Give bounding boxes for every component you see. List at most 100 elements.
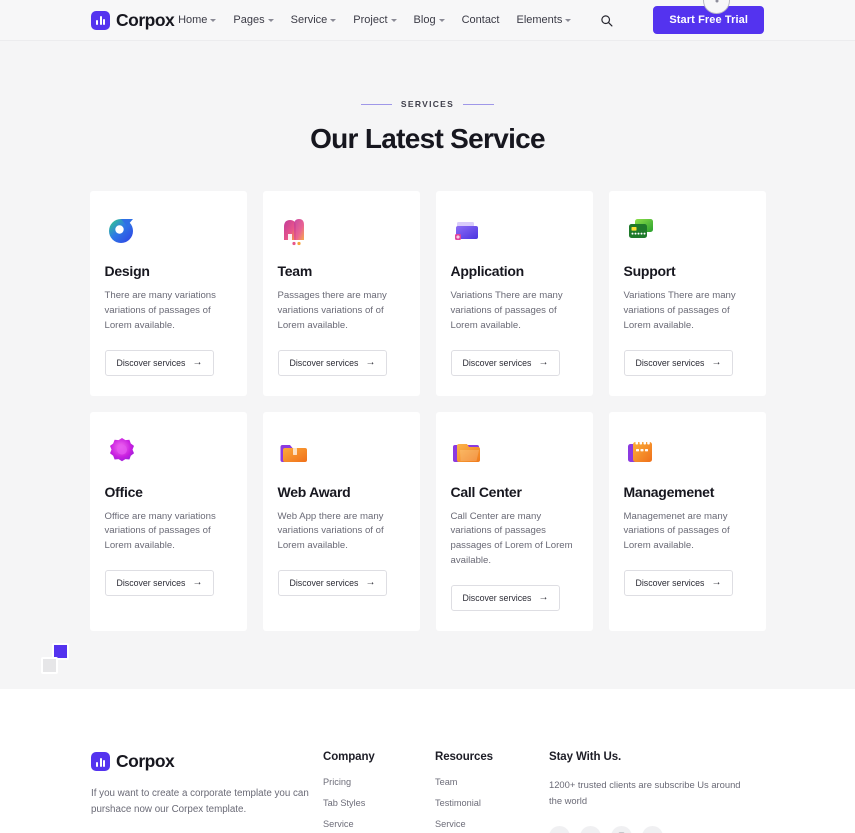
footer-columns: Corpox If you want to create a corporate… [91, 751, 764, 833]
arrow-right-icon: → [192, 356, 203, 368]
discover-services-button[interactable]: Discover services → [450, 349, 561, 376]
footer-brand-column: Corpox If you want to create a corporate… [91, 751, 323, 833]
service-card[interactable]: Application Variations There are many va… [435, 191, 593, 396]
brand-name: Corpox [116, 9, 175, 30]
service-card[interactable]: Call Center Call Center are many variati… [435, 411, 593, 632]
service-card[interactable]: Web Award Web App there are many variati… [262, 411, 420, 632]
service-title: Team [277, 263, 313, 279]
service-card[interactable]: Office Office are many variations variat… [89, 411, 247, 632]
linkedin-icon[interactable] [642, 826, 663, 833]
nav-label: Elements [516, 14, 563, 26]
discover-services-button[interactable]: Discover services → [623, 349, 734, 376]
service-card[interactable]: Design There are many variations variati… [89, 191, 247, 396]
footer-brand-logo[interactable]: Corpox [91, 751, 323, 772]
footer-resources-column: Resources Team Testimonial Service Timel… [435, 751, 549, 833]
section-eyebrow: SERVICES [0, 99, 855, 109]
nav-item-elements[interactable]: Elements [517, 14, 572, 26]
service-text: There are many variations variations of … [104, 290, 216, 331]
arrow-right-icon: → [711, 356, 722, 368]
discover-services-button[interactable]: Discover services → [623, 570, 734, 597]
footer-link-testimonial[interactable]: Testimonial [435, 798, 481, 809]
service-text: Variations There are many variations of … [450, 290, 563, 331]
discover-services-button[interactable]: Discover services → [450, 585, 561, 612]
nav-item-project[interactable]: Project [353, 14, 397, 26]
discover-label: Discover services [635, 357, 705, 368]
arrow-right-icon: → [538, 356, 549, 368]
discover-label: Discover services [289, 578, 359, 589]
discover-label: Discover services [116, 357, 186, 368]
decor-square-purple [52, 643, 69, 661]
site-footer: Corpox If you want to create a corporate… [0, 689, 855, 833]
instagram-icon[interactable] [611, 826, 632, 833]
service-card[interactable]: Support Variations There are many variat… [608, 191, 766, 396]
arrow-right-icon: → [711, 577, 722, 589]
nav-label: Blog [413, 14, 436, 26]
discover-services-button[interactable]: Discover services → [277, 349, 388, 376]
service-title: Managemenet [623, 483, 715, 500]
footer-stay-heading: Stay With Us. [549, 751, 622, 764]
service-card[interactable]: Team Passages there are many variations … [262, 191, 420, 396]
page-title: Our Latest Service [310, 123, 546, 154]
arrow-right-icon: → [365, 356, 376, 368]
nav-label: Pages [233, 14, 265, 26]
footer-link-service[interactable]: Service [435, 819, 466, 830]
services-grid: Design There are many variations variati… [0, 191, 855, 632]
eyebrow-label: SERVICES [400, 99, 455, 109]
hamburger-menu-icon[interactable] [627, 15, 641, 26]
nav-item-blog[interactable]: Blog [414, 14, 445, 26]
chevron-down-icon [210, 19, 217, 22]
team-people-icon [278, 213, 312, 247]
brand-logo[interactable]: Corpox [91, 9, 175, 31]
service-title: Call Center [450, 483, 522, 500]
bar-chart-logo-icon [91, 752, 110, 772]
footer-resources-heading: Resources [435, 751, 493, 764]
eyebrow-rule-left [360, 103, 392, 105]
management-box-icon [624, 434, 658, 468]
discover-label: Discover services [462, 357, 532, 368]
design-swirl-icon [105, 213, 139, 247]
footer-link-pricing[interactable]: Pricing [323, 777, 352, 788]
nav-item-contact[interactable]: Contact [462, 14, 500, 26]
office-gear-icon [105, 434, 139, 468]
discover-services-button[interactable]: Discover services → [277, 570, 388, 597]
chevron-down-icon [330, 19, 337, 22]
service-title: Design [104, 263, 150, 279]
discover-services-button[interactable]: Discover services → [104, 349, 215, 376]
service-text: Office are many variations variations of… [104, 510, 216, 552]
footer-link-team[interactable]: Team [435, 777, 458, 788]
call-center-folder-icon [451, 434, 485, 468]
nav-item-home[interactable]: Home [178, 14, 217, 26]
discover-services-button[interactable]: Discover services → [104, 570, 215, 597]
service-title: Web Award [277, 483, 351, 500]
facebook-icon[interactable] [549, 826, 570, 833]
service-title: Support [623, 263, 676, 279]
discover-label: Discover services [289, 357, 359, 368]
discover-label: Discover services [462, 593, 532, 604]
footer-stay-column: Stay With Us. 1200+ trusted clients are … [549, 751, 749, 833]
nav-label: Project [353, 14, 388, 26]
service-text: Variations There are many variations of … [623, 290, 736, 331]
search-icon[interactable] [600, 14, 613, 27]
nav-item-service[interactable]: Service [291, 14, 337, 26]
discover-label: Discover services [635, 578, 705, 589]
main-navigation: Home Pages Service Project Blog Contact … [178, 14, 641, 27]
arrow-right-icon: → [538, 592, 549, 604]
eyebrow-rule-right [463, 103, 495, 105]
discover-label: Discover services [116, 578, 186, 589]
service-title: Application [450, 263, 525, 279]
footer-link-tab-styles[interactable]: Tab Styles [323, 798, 366, 809]
support-card-icon [624, 213, 658, 247]
chevron-down-icon [565, 19, 572, 22]
social-links [549, 826, 749, 833]
nav-label: Contact [461, 14, 500, 26]
footer-stay-text: 1200+ trusted clients are subscribe Us a… [549, 779, 741, 806]
service-card[interactable]: Managemenet Managemenet are many variati… [608, 411, 766, 632]
service-text: Passages there are many variations varia… [277, 290, 387, 331]
service-title: Office [104, 483, 143, 500]
footer-link-service[interactable]: Service [323, 819, 354, 830]
site-header: Corpox Home Pages Service Project Blog C… [0, 0, 855, 41]
twitter-icon[interactable] [580, 826, 601, 833]
nav-item-pages[interactable]: Pages [233, 14, 274, 26]
service-text: Call Center are many variations of passa… [450, 510, 573, 567]
brand-name: Corpox [116, 751, 175, 772]
